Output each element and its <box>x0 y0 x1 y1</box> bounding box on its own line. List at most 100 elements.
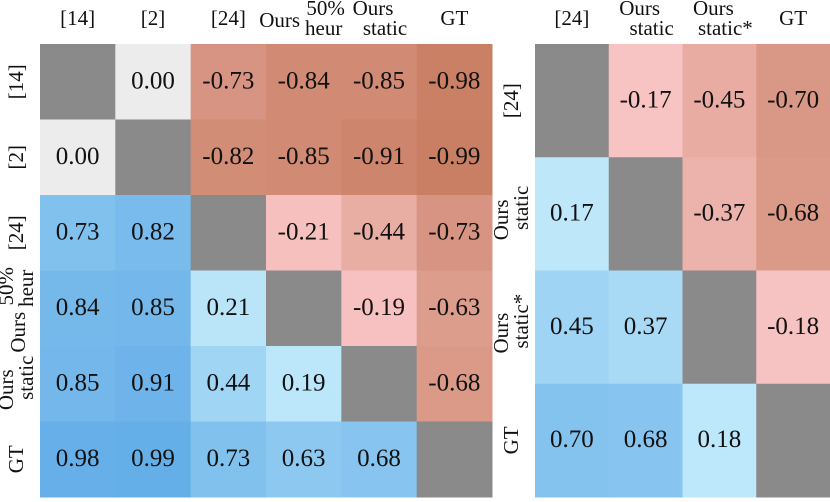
heatmap-cell <box>40 195 116 271</box>
heatmap-cell <box>40 421 116 498</box>
heatmap-cell <box>416 270 493 347</box>
heatmap-cell <box>40 346 116 422</box>
heatmap-cell <box>341 346 418 422</box>
row-label-line: static <box>14 356 38 400</box>
cell-label: 0.85 <box>131 294 175 321</box>
cell-label: -0.98 <box>428 67 480 94</box>
column-label-line: [14] <box>60 6 95 30</box>
heatmap-cell <box>416 421 493 498</box>
cell-label: -0.99 <box>428 143 480 170</box>
heatmap-cell <box>756 44 830 158</box>
heatmap-cell <box>190 270 267 347</box>
heatmap-cell <box>608 44 683 158</box>
column-label: [24] <box>554 6 589 30</box>
heatmap-cell <box>40 119 116 196</box>
row-label-line: 50% <box>0 267 18 306</box>
column-label-line: static <box>363 16 407 40</box>
heatmap-cell <box>115 119 192 196</box>
column-label-line: [24] <box>554 6 589 30</box>
heatmap-cell <box>266 346 342 422</box>
cell-label: 0.85 <box>56 369 100 396</box>
row-label: GT <box>499 426 523 454</box>
cell-label: 0.44 <box>206 369 250 396</box>
column-label-line: [2] <box>141 6 166 30</box>
heatmap: 0.00 -0.73 -0.84 -0.85 -0.98 0.00 -0.82 -0.85 -0… <box>0 0 493 498</box>
heatmap-cell <box>682 157 757 271</box>
heatmap-cell <box>341 195 418 271</box>
cell-label: 0.17 <box>550 200 594 227</box>
cell-label: 0.68 <box>624 426 668 453</box>
heatmap-cell <box>266 119 342 196</box>
cell-label: -0.85 <box>278 143 330 170</box>
row-label: [2] <box>4 145 28 170</box>
cell-label: 0.18 <box>698 426 742 453</box>
column-label-line: [24] <box>211 6 246 30</box>
heatmap-cell <box>756 270 830 385</box>
row-label-line: Ours <box>489 199 513 240</box>
row-label-line: [14] <box>4 64 28 99</box>
row-label: [24] <box>499 83 523 118</box>
heatmap-cell <box>608 383 683 498</box>
row-label-line: Ours <box>6 312 30 353</box>
heatmap-cell <box>266 195 342 271</box>
column-label-line: 50% <box>306 0 345 20</box>
cell-label: -0.44 <box>353 218 406 245</box>
heatmap-cell <box>115 421 192 498</box>
row-label: GT <box>4 445 28 473</box>
heatmap-cell <box>535 157 610 271</box>
heatmap-cell <box>40 44 116 120</box>
cell-label: 0.98 <box>56 445 100 472</box>
column-label: [2] <box>141 6 166 30</box>
heatmap-cell <box>756 383 830 498</box>
heatmap-cell <box>535 383 610 498</box>
row-label: [14] <box>4 64 28 99</box>
heatmap-cell <box>416 119 493 196</box>
column-label-line: GT <box>440 6 468 30</box>
cell-label: -0.21 <box>278 218 330 245</box>
cell-label: 0.84 <box>56 294 100 321</box>
cell-label: 0.68 <box>357 445 401 472</box>
cell-label: -0.82 <box>202 143 254 170</box>
row-label: Ours 50%heur <box>0 267 38 353</box>
cell-label: -0.73 <box>428 218 480 245</box>
cell-label: -0.63 <box>428 294 480 321</box>
heatmap-cell <box>341 270 418 347</box>
heatmap-cell <box>190 346 267 422</box>
cell-label: -0.91 <box>353 143 405 170</box>
cell-label: -0.45 <box>693 86 745 113</box>
heatmap-cell <box>416 195 493 271</box>
heatmap-cell <box>682 270 757 385</box>
cell-label: 0.82 <box>131 218 175 245</box>
cell-label: 0.00 <box>56 143 100 170</box>
heatmap-cell <box>535 270 610 385</box>
cell-label: 0.73 <box>206 445 250 472</box>
row-label-line: GT <box>4 445 28 473</box>
cell-label: -0.68 <box>428 369 480 396</box>
column-label-line: heur <box>305 16 342 40</box>
column-label: GT <box>779 6 807 30</box>
column-label-line: Ours <box>353 0 394 20</box>
heatmap-cell <box>756 157 830 271</box>
heatmap-cell <box>190 44 267 120</box>
row-label-line: [2] <box>4 145 28 170</box>
cell-label: -0.68 <box>767 200 819 227</box>
cell-label: -0.70 <box>767 86 819 113</box>
heatmap-cell <box>682 44 757 158</box>
row-label-line: GT <box>499 426 523 454</box>
column-label-line: Ours <box>619 0 660 20</box>
column-label: GT <box>440 6 468 30</box>
cell-label: -0.19 <box>353 294 405 321</box>
cell-label: 0.73 <box>56 218 100 245</box>
cell-label: -0.73 <box>202 67 254 94</box>
heatmap-cell <box>682 383 757 498</box>
heatmap-cell <box>115 44 192 120</box>
heatmap-cell <box>266 270 342 347</box>
row-label-line: static <box>509 186 533 230</box>
heatmap-cell <box>341 44 418 120</box>
